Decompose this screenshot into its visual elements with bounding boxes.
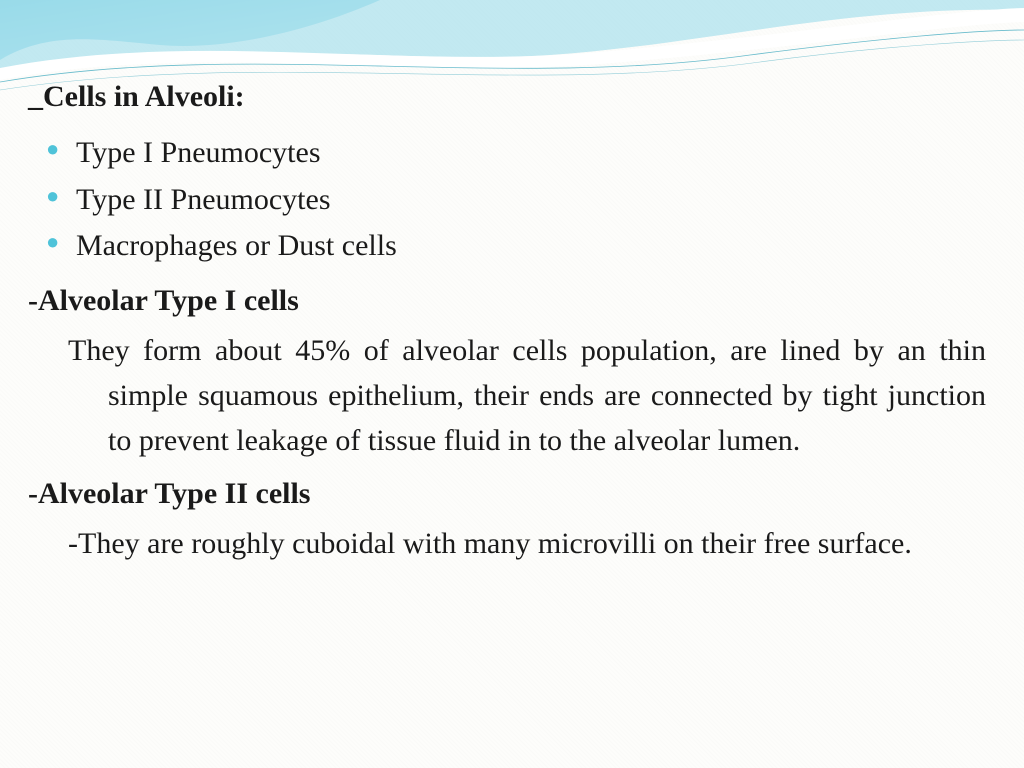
section2-body: -They are roughly cuboidal with many mic… <box>68 521 986 566</box>
section1-body: They form about 45% of alveolar cells po… <box>68 328 986 463</box>
section1-title: -Alveolar Type I cells <box>28 284 996 318</box>
slide-content: _Cells in Alveoli: Type I Pneumocytes Ty… <box>28 80 996 580</box>
list-item: Type II Pneumocytes <box>46 177 996 224</box>
list-item: Type I Pneumocytes <box>46 130 996 177</box>
section2-title: -Alveolar Type II cells <box>28 477 996 511</box>
bullet-list: Type I Pneumocytes Type II Pneumocytes M… <box>46 130 996 270</box>
list-item: Macrophages or Dust cells <box>46 223 996 270</box>
main-heading: _Cells in Alveoli: <box>28 80 996 114</box>
